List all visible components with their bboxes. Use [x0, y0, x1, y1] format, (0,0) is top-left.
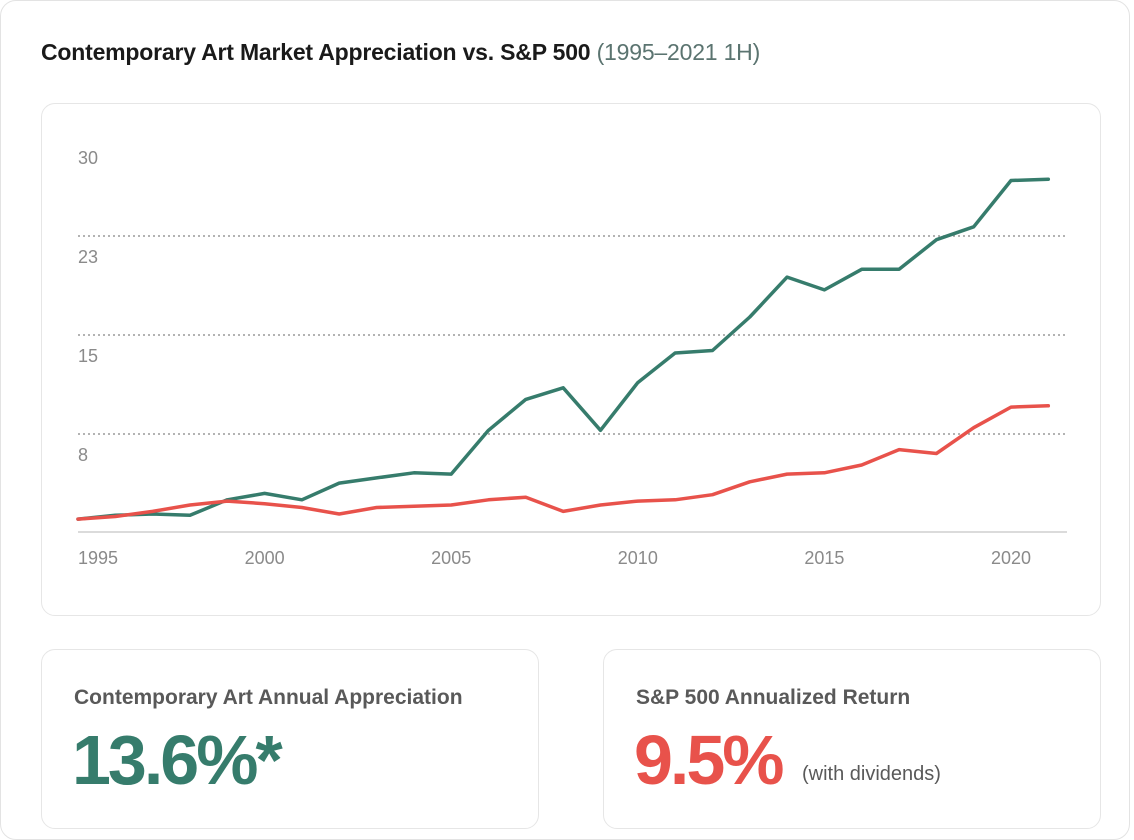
sp500-return-card: S&P 500 Annualized Return 9.5% (with div…: [603, 649, 1101, 829]
grid-lines: [78, 235, 1067, 435]
line-chart: 30 23 15 8 1995 2000 2005 2010 2015 2020: [76, 148, 1067, 568]
x-tick-label: 1995: [78, 548, 118, 568]
series-lines: [76, 177, 1051, 521]
art-appreciation-label: Contemporary Art Annual Appreciation: [74, 686, 463, 709]
x-tick-label: 2000: [245, 548, 285, 568]
x-tick-label: 2005: [431, 548, 471, 568]
x-tick-label: 2020: [991, 548, 1031, 568]
y-tick-label: 23: [78, 247, 98, 267]
contemporary-art-line: [76, 177, 1051, 521]
x-tick-label: 2015: [804, 548, 844, 568]
sp500-return-label: S&P 500 Annualized Return: [636, 686, 911, 709]
x-tick-label: 2010: [618, 548, 658, 568]
sp500-return-note: (with dividends): [802, 763, 941, 785]
title-main: Contemporary Art Market Appreciation vs.…: [41, 39, 591, 65]
title-date-range: (1995–2021 1H): [596, 39, 761, 65]
art-appreciation-card: Contemporary Art Annual Appreciation 13.…: [41, 649, 539, 829]
sp500-return-value: 9.5%: [634, 721, 785, 799]
y-axis-tick-labels: 30 23 15 8: [78, 148, 98, 465]
y-tick-label: 30: [78, 148, 98, 168]
y-tick-label: 15: [78, 346, 98, 366]
y-tick-label: 8: [78, 445, 88, 465]
sp500-line: [76, 404, 1051, 521]
chart-card: 30 23 15 8 1995 2000 2005 2010 2015 2020: [41, 103, 1101, 616]
page-title: Contemporary Art Market Appreciation vs.…: [41, 39, 760, 66]
x-axis-tick-labels: 1995 2000 2005 2010 2015 2020: [78, 548, 1031, 568]
art-appreciation-value: 13.6%*: [72, 721, 283, 799]
